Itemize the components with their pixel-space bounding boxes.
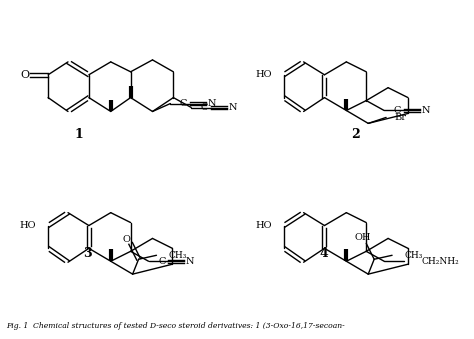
Text: HO: HO (255, 70, 272, 79)
Text: O: O (123, 235, 131, 244)
Text: 2: 2 (351, 128, 360, 141)
Text: N: N (186, 257, 194, 266)
Text: CH₂NH₂: CH₂NH₂ (422, 257, 460, 266)
Text: N: N (229, 103, 237, 112)
Text: C: C (394, 106, 401, 115)
Text: 3: 3 (83, 247, 92, 260)
Text: HO: HO (255, 221, 272, 230)
Text: OH: OH (354, 233, 371, 242)
Text: CH₃: CH₃ (168, 251, 187, 260)
Text: C: C (180, 99, 187, 108)
Text: Br: Br (394, 113, 406, 122)
Text: N: N (208, 99, 217, 108)
Text: C: C (201, 103, 208, 112)
Text: N: N (422, 106, 430, 115)
Text: C: C (158, 257, 165, 266)
Text: O: O (21, 70, 30, 80)
Text: Fig. 1  Chemical structures of tested D-seco steroid derivatives: 1 (3-Oxo-16,17: Fig. 1 Chemical structures of tested D-s… (6, 322, 345, 330)
Text: 4: 4 (319, 247, 328, 260)
Text: 1: 1 (74, 128, 83, 141)
Text: CH₃: CH₃ (404, 251, 422, 260)
Text: HO: HO (20, 221, 36, 230)
